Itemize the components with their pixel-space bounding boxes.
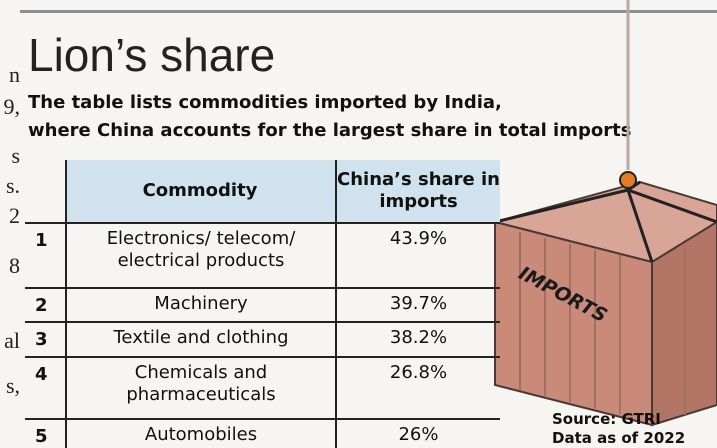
column-header: China’s share in imports	[337, 160, 500, 222]
row-number: 4	[35, 364, 48, 385]
row-number: 1	[35, 230, 48, 251]
table-cell: 26%	[398, 424, 439, 445]
column-rule	[65, 160, 67, 448]
table-cell: Textile and clothing	[113, 327, 289, 348]
margin-fragment: 9,	[3, 94, 21, 119]
row-rule	[25, 222, 500, 224]
margin-fragment: al	[4, 328, 20, 353]
subtitle: The table lists commodities imported by …	[28, 92, 502, 113]
table-cell: Automobiles	[144, 424, 258, 445]
margin-fragment: s	[11, 143, 20, 168]
row-number: 5	[35, 426, 48, 447]
table-cell: 26.8%	[389, 362, 448, 383]
row-rule	[25, 287, 500, 289]
margin-fragment: s,	[5, 373, 20, 398]
source: Source: GTRI	[552, 410, 661, 428]
row-number: 3	[35, 329, 48, 350]
table-cell: 38.2%	[389, 327, 448, 348]
table-cell: Electronics/ telecom/ electrical product…	[106, 228, 296, 271]
table-cell: Chemicals and pharmaceuticals	[126, 362, 276, 405]
top-rule	[20, 10, 717, 13]
margin-fragment: 2	[9, 203, 20, 228]
margin-fragment: s.	[5, 173, 20, 198]
table-cell: 43.9%	[389, 228, 448, 249]
note: Data as of 2022	[552, 429, 686, 447]
title: Lion’s share	[28, 29, 276, 81]
row-rule	[25, 321, 500, 323]
margin-fragment: 8	[9, 253, 20, 278]
column-rule	[335, 160, 337, 448]
subtitle-bold: where China accounts for the largest sha…	[28, 120, 632, 141]
row-number: 2	[35, 295, 48, 316]
row-rule	[25, 418, 500, 420]
column-header: Commodity	[65, 160, 335, 222]
table-cell: Machinery	[154, 293, 248, 314]
margin-fragment: n	[9, 62, 20, 87]
table-cell: 39.7%	[389, 293, 448, 314]
row-rule	[25, 356, 500, 358]
